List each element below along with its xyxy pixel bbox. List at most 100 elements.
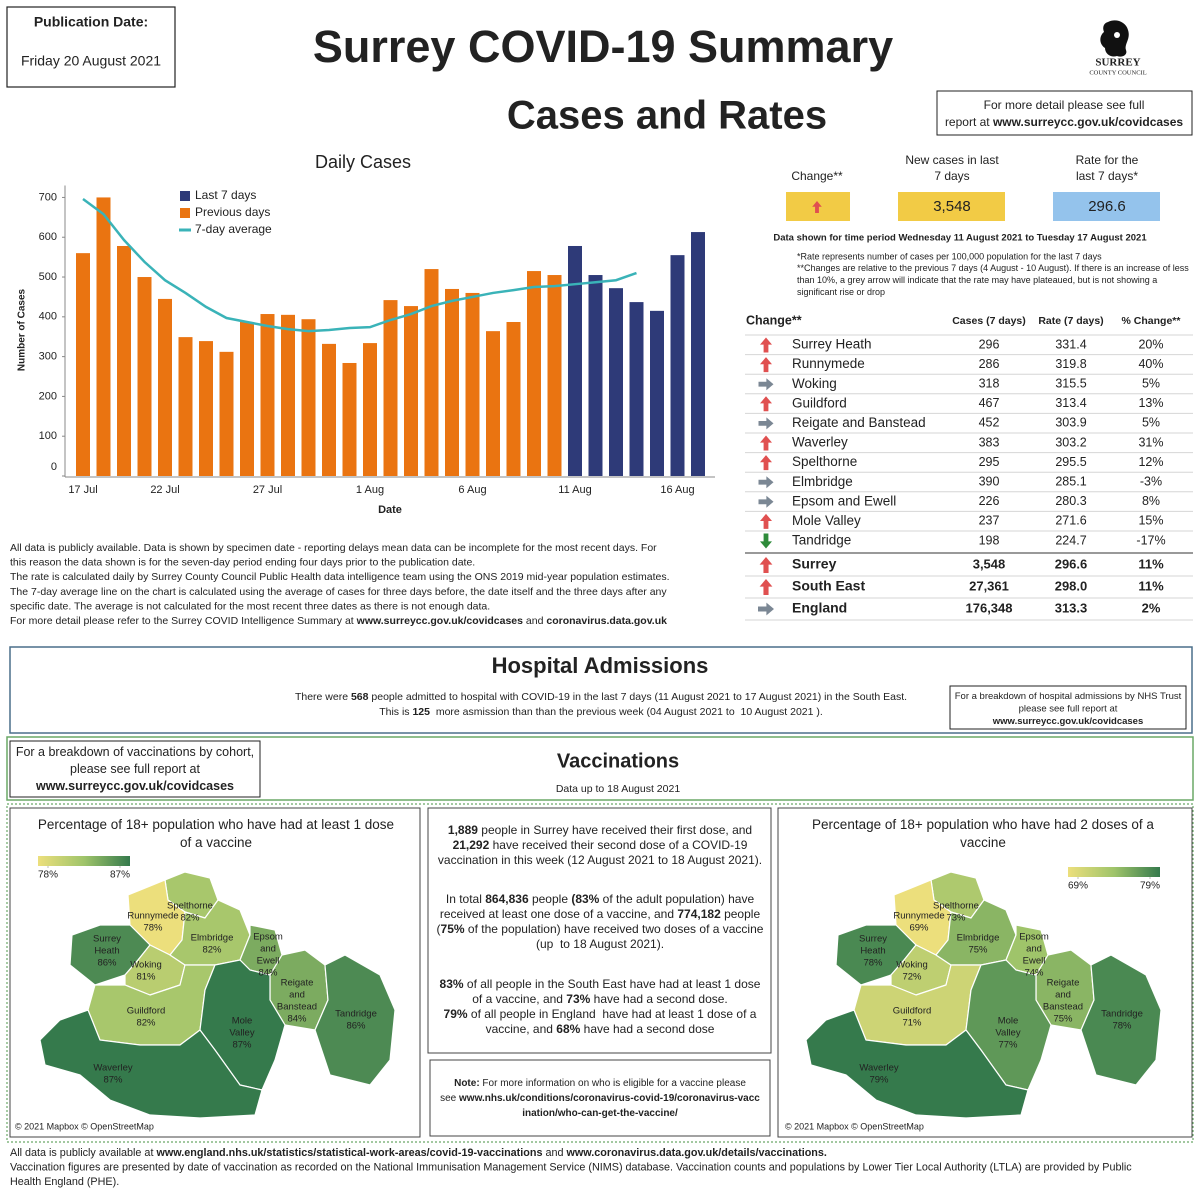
cell: 31% [1138, 435, 1163, 449]
bold-text: www.coronavirus.data.gov.uk/details/vacc… [565, 1147, 826, 1159]
row-name: Tandridge [792, 533, 851, 548]
cell: 296 [979, 337, 1000, 351]
hospital-title: Hospital Admissions [492, 653, 709, 678]
cell: 15% [1138, 514, 1163, 528]
district-value: 75% [968, 945, 988, 956]
x-tick-label: 22 Jul [150, 484, 179, 496]
vaccination-panel [6, 803, 1194, 1143]
district-value: 82% [136, 1018, 156, 1029]
district-value: 69% [909, 923, 929, 934]
vaccination-text: vaccine, and 68% have had a second dose [486, 1022, 715, 1036]
y-tick-label: 400 [39, 311, 57, 323]
bar [404, 306, 418, 476]
vaccination-text: In total 864,836 people (83% of the adul… [446, 892, 755, 906]
cell: 295 [979, 455, 1000, 469]
district-value: 87% [232, 1040, 252, 1051]
district-value: 71% [902, 1018, 922, 1029]
trend-arrow [758, 476, 774, 489]
vaccination-text: 79% of all people in England have had at… [444, 1007, 757, 1021]
y-tick-label: 100 [39, 430, 57, 442]
bar [137, 277, 152, 476]
vaccination-text: received at least one dose of a vaccine,… [440, 907, 761, 921]
row-name: Runnymede [792, 356, 865, 371]
row-name: Waverley [792, 435, 848, 450]
bold-text: 125 [412, 706, 430, 718]
column-header: Cases (7 days) [952, 315, 1026, 327]
text-run: In total [446, 892, 485, 906]
bar [506, 321, 521, 476]
district-value: 75% [1053, 1014, 1073, 1025]
district-name: Tandridge [335, 1009, 377, 1020]
cell: 11% [1138, 578, 1164, 593]
trend-arrow [758, 495, 774, 508]
trend-arrow [760, 533, 772, 549]
bold-text: www.surreycc.gov.uk/covidcases [992, 716, 1144, 727]
cell: 383 [979, 435, 1000, 449]
vaccination-text: of a vaccine, and 73% have had a second … [472, 992, 728, 1006]
cell: 3,548 [973, 556, 1006, 571]
district-name: Heath [860, 946, 885, 957]
text-run: report at [945, 115, 993, 129]
rate-box [1053, 192, 1160, 221]
bold-text: www.england.nhs.uk/statistics/statistica… [155, 1147, 542, 1159]
bold-text: 21,292 [453, 838, 490, 852]
bar [260, 314, 275, 476]
bold-text: www.surreycc.gov.uk/covidcases [35, 779, 234, 793]
x-tick-label: 27 Jul [253, 484, 282, 496]
text-run: of the adult population) have [599, 892, 754, 906]
cell: 286 [979, 357, 1000, 371]
text-run: more asmission than than the previous we… [430, 706, 823, 718]
y-tick-label: 0 [51, 461, 57, 473]
bold-text: 83% [440, 977, 464, 991]
bar [301, 319, 316, 476]
cell: 226 [979, 494, 1000, 508]
color-scale [38, 856, 130, 866]
footnote: *Rate represents number of cases per 100… [797, 251, 1102, 261]
logo-detail [1114, 32, 1120, 38]
logo-text: SURREY [1095, 57, 1140, 69]
cell: 271.6 [1055, 514, 1086, 528]
column-header: % Change** [1122, 315, 1182, 327]
trend-arrow [760, 396, 772, 412]
district-name: Runnymede [893, 911, 944, 922]
note-text: see www.nhs.uk/conditions/coronavirus-co… [440, 1093, 760, 1104]
bold-text: 79% [444, 1007, 468, 1021]
column-header: Rate (7 days) [1038, 315, 1103, 327]
district-name: Surrey [859, 934, 887, 945]
district-name: Elmbridge [191, 933, 234, 944]
district-value: 78% [143, 923, 163, 934]
text-run: All data is publicly available at [10, 1147, 156, 1159]
text-run: see [440, 1093, 459, 1104]
text-run: For more detail please see full [984, 98, 1145, 112]
vaccination-box-text: please see full report at [70, 762, 200, 776]
y-tick-label: 300 [39, 351, 57, 363]
text-run: of the population) have received two dos… [465, 922, 764, 936]
text-run: of all people in England have had at lea… [468, 1007, 757, 1021]
hospital-text: There were 568 people admitted to hospit… [295, 691, 907, 703]
rate-value: 296.6 [1088, 198, 1126, 215]
district-name: Banstead [277, 1002, 317, 1013]
bar [96, 197, 111, 476]
note-line: specific date. The average is not calcul… [10, 600, 490, 612]
change-label: Change** [791, 169, 843, 183]
legend-label: 7-day average [195, 222, 272, 236]
publication-date: Friday 20 August 2021 [21, 53, 161, 69]
bar [178, 337, 193, 476]
bar [568, 245, 582, 476]
bar [322, 343, 336, 476]
district-name: Waverley [859, 1063, 898, 1074]
district-name: Guildford [127, 1006, 166, 1017]
vaccination-title: Vaccinations [557, 750, 679, 772]
vaccination-text: (75% of the population) have received tw… [437, 922, 764, 936]
district-name: Mole [232, 1016, 253, 1027]
y-tick-label: 600 [39, 231, 57, 243]
column-header: Change** [746, 313, 802, 327]
note-line: For more detail please refer to the Surr… [10, 615, 667, 627]
text-run: Percentage of 18+ population who have ha… [38, 817, 394, 832]
bar [691, 232, 705, 476]
district-value: 77% [998, 1040, 1018, 1051]
x-tick-label: 1 Aug [356, 484, 384, 496]
bar [465, 292, 480, 476]
district-value: 73% [946, 913, 966, 924]
